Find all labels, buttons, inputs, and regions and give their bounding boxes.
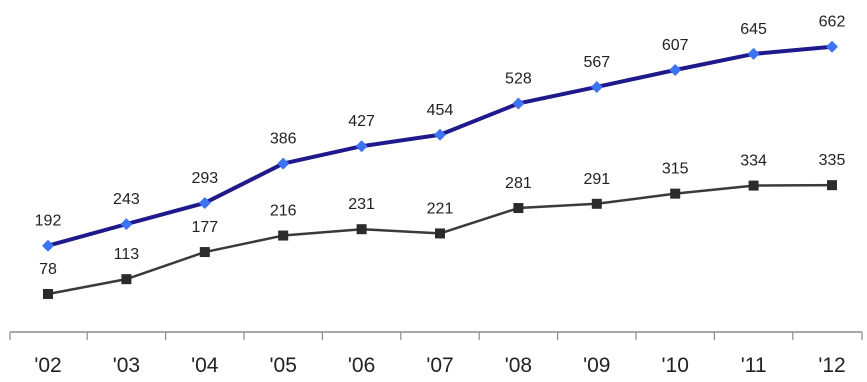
data-point: [278, 230, 289, 241]
data-label: 454: [427, 102, 454, 119]
data-label: 607: [662, 37, 689, 54]
series-2: 78 113 177 216 231 221 281 291 315 334 335: [39, 152, 845, 299]
data-point: [277, 157, 290, 170]
data-label: 243: [113, 191, 140, 208]
data-point: [199, 247, 210, 258]
data-point: [747, 47, 760, 60]
data-point: [434, 128, 446, 141]
x-tick-label: '11: [741, 354, 767, 377]
x-tick-label: '08: [505, 354, 532, 377]
data-point: [591, 198, 602, 209]
x-axis-ticks: [9, 332, 863, 340]
x-tick-label: '05: [270, 354, 297, 377]
data-point: [355, 140, 368, 153]
data-point: [356, 224, 367, 235]
data-label: 281: [505, 175, 532, 192]
data-point: [748, 180, 759, 191]
x-tick-label: '10: [662, 354, 689, 377]
data-label: 662: [819, 14, 846, 31]
x-tick-label: '04: [191, 354, 219, 377]
data-label: 528: [505, 70, 532, 87]
x-tick-label: '07: [426, 354, 453, 377]
data-label: 335: [819, 152, 846, 169]
x-tick-label: '02: [34, 354, 61, 377]
data-point: [43, 288, 53, 299]
data-label: 78: [39, 261, 57, 278]
data-point: [435, 228, 445, 239]
data-label: 231: [348, 196, 375, 213]
data-label: 291: [583, 171, 610, 188]
data-point: [120, 218, 133, 231]
data-point: [826, 40, 838, 53]
x-tick-label: '12: [818, 354, 845, 377]
data-point: [512, 97, 525, 110]
data-label: 334: [740, 153, 767, 170]
data-label: 113: [114, 246, 140, 263]
data-point: [42, 239, 54, 252]
data-label: 427: [348, 113, 375, 130]
data-point: [513, 203, 524, 214]
data-label: 567: [583, 54, 610, 71]
data-point: [827, 180, 837, 191]
data-point: [590, 80, 603, 93]
data-label: 645: [740, 21, 767, 38]
data-point: [669, 64, 682, 77]
data-label: 386: [270, 131, 297, 148]
data-label: 177: [191, 219, 218, 236]
data-point: [670, 188, 681, 199]
x-tick-label: '09: [583, 354, 610, 377]
data-label: 315: [662, 161, 689, 178]
series-1: 192 243 293 386 427 454 528 567 607 645 662: [35, 14, 846, 252]
series-layer: 192 243 293 386 427 454 528 567 607 645 662 78 113 17…: [35, 14, 846, 299]
data-point: [121, 274, 132, 285]
x-axis-labels: '02 '03 '04 '05 '06 '07 '08 '09 '10 '11 '12: [34, 354, 845, 377]
data-label: 293: [191, 170, 218, 187]
data-label: 216: [270, 203, 297, 220]
x-tick-label: '03: [113, 354, 140, 377]
data-point: [198, 196, 211, 209]
x-tick-label: '06: [348, 354, 375, 377]
data-label: 192: [35, 213, 62, 230]
data-label: 221: [427, 200, 454, 217]
